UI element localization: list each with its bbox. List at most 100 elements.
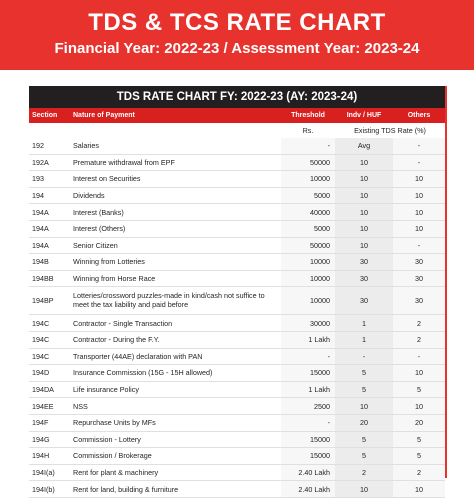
table-body: 192 Salaries - Avg -192A Premature withdrawal… — [29, 138, 445, 498]
cell-nature: Winning from Horse Race — [70, 270, 281, 288]
cell-threshold: 40000 — [281, 203, 335, 221]
cell-section: 194 — [29, 187, 70, 205]
cell-threshold: 1 Lakh — [281, 331, 335, 349]
cell-others: 10 — [393, 170, 445, 188]
page-subtitle: Financial Year: 2022-23 / Assessment Yea… — [54, 40, 420, 57]
cell-indv-huf: 20 — [335, 414, 393, 432]
cell-section: 194DA — [29, 381, 70, 399]
cell-indv-huf: 10 — [335, 154, 393, 172]
cell-nature: Senior Citizen — [70, 237, 281, 255]
cell-others: 5 — [393, 381, 445, 399]
table-row: 194BB Winning from Horse Race 10000 30 30 — [29, 270, 445, 288]
cell-threshold: 10000 — [281, 170, 335, 188]
cell-indv-huf: 5 — [335, 447, 393, 465]
cell-others: 30 — [393, 270, 445, 288]
cell-threshold: 15000 — [281, 364, 335, 382]
cell-threshold: 2.40 Lakh — [281, 464, 335, 482]
table-row: 192A Premature withdrawal from EPF 50000 10… — [29, 154, 445, 172]
cell-nature: Contractor - Single Transaction — [70, 314, 281, 332]
right-accent-bar — [445, 86, 447, 478]
cell-others: 2 — [393, 464, 445, 482]
table-header-row: Section Nature of Payment Threshold Indv… — [29, 108, 445, 123]
cell-indv-huf: 1 — [335, 331, 393, 349]
cell-others: 10 — [393, 203, 445, 221]
cell-section: 194F — [29, 414, 70, 432]
cell-nature: Salaries — [70, 138, 281, 155]
cell-nature: Winning from Lotteries — [70, 253, 281, 271]
table-row: 192 Salaries - Avg - — [29, 138, 445, 155]
tds-rate-table: Section Nature of Payment Threshold Indv… — [29, 108, 445, 498]
cell-threshold: 2.40 Lakh — [281, 480, 335, 498]
cell-others: 5 — [393, 431, 445, 449]
cell-nature: Contractor - During the F.Y. — [70, 331, 281, 349]
cell-threshold: 50000 — [281, 237, 335, 255]
cell-others: - — [393, 237, 445, 255]
cell-section: 194I(b) — [29, 480, 70, 498]
cell-nature: Repurchase Units by MFs — [70, 414, 281, 432]
table-row: 194A Interest (Others) 5000 10 10 — [29, 220, 445, 238]
cell-nature: Rent for land, building & furniture — [70, 480, 281, 498]
table-row: 194C Contractor - During the F.Y. 1 Lakh 1 2 — [29, 331, 445, 349]
cell-others: 30 — [393, 286, 445, 316]
cell-section: 192A — [29, 154, 70, 172]
cell-indv-huf: 10 — [335, 480, 393, 498]
table-row: 194DA Life insurance Policy 1 Lakh 5 5 — [29, 381, 445, 399]
col-header-threshold: Threshold — [281, 108, 335, 123]
cell-nature: Interest (Others) — [70, 220, 281, 238]
cell-threshold: 2500 — [281, 397, 335, 415]
table-row: 194F Repurchase Units by MFs -20 20 — [29, 414, 445, 432]
cell-section: 194C — [29, 348, 70, 366]
cell-indv-huf: 5 — [335, 381, 393, 399]
cell-section: 194G — [29, 431, 70, 449]
table-row: 194G Commission - Lottery 15000 5 5 — [29, 431, 445, 449]
cell-threshold: 15000 — [281, 447, 335, 465]
cell-nature: Premature withdrawal from EPF — [70, 154, 281, 172]
cell-section: 194D — [29, 364, 70, 382]
table-row: 194B Winning from Lotteries 10000 30 30 — [29, 253, 445, 271]
cell-indv-huf: 5 — [335, 431, 393, 449]
cell-nature: Commission / Brokerage — [70, 447, 281, 465]
cell-indv-huf: - — [335, 348, 393, 366]
cell-section: 194H — [29, 447, 70, 465]
cell-threshold: - — [281, 414, 335, 432]
cell-section: 194I(a) — [29, 464, 70, 482]
col-header-section: Section — [29, 108, 70, 123]
cell-threshold: 10000 — [281, 286, 335, 316]
cell-threshold: 15000 — [281, 431, 335, 449]
cell-section: 192 — [29, 138, 70, 155]
cell-nature: NSS — [70, 397, 281, 415]
table-row: 194C Transporter (44AE) declaration with … — [29, 348, 445, 366]
cell-section: 194B — [29, 253, 70, 271]
cell-threshold: 10000 — [281, 270, 335, 288]
cell-section: 194A — [29, 203, 70, 221]
cell-indv-huf: 10 — [335, 220, 393, 238]
cell-nature: Transporter (44AE) declaration with PAN — [70, 348, 281, 366]
table-row: 194D Insurance Commission (15G - 15H allo… — [29, 364, 445, 382]
cell-indv-huf: 10 — [335, 170, 393, 188]
cell-section: 193 — [29, 170, 70, 188]
table-row: 194A Senior Citizen 50000 10- — [29, 237, 445, 255]
table-row: 193 Interest on Securities 10000 10 10 — [29, 170, 445, 188]
cell-section: 194BB — [29, 270, 70, 288]
cell-nature: Lotteries/crossword puzzles-made in kind… — [70, 286, 281, 316]
table-row: 194A Interest (Banks) 40000 10 10 — [29, 203, 445, 221]
cell-threshold: 5000 — [281, 187, 335, 205]
cell-nature: Interest (Banks) — [70, 203, 281, 221]
table-row: 194C Contractor - Single Transaction 30000… — [29, 314, 445, 332]
table-row: 194I(a) Rent for plant & machinery 2.40 La… — [29, 464, 445, 482]
cell-indv-huf: 30 — [335, 270, 393, 288]
cell-nature: Rent for plant & machinery — [70, 464, 281, 482]
cell-threshold: - — [281, 138, 335, 155]
cell-nature: Insurance Commission (15G - 15H allowed) — [70, 364, 281, 382]
cell-section: 194BP — [29, 286, 70, 316]
table-title: TDS RATE CHART FY: 2022-23 (AY: 2023-24) — [29, 86, 445, 108]
cell-section: 194A — [29, 237, 70, 255]
cell-others: - — [393, 348, 445, 366]
cell-section: 194EE — [29, 397, 70, 415]
cell-section: 194C — [29, 314, 70, 332]
cell-others: 2 — [393, 331, 445, 349]
table-row: 194 Dividends 5000 10 10 — [29, 187, 445, 205]
cell-nature: Interest on Securities — [70, 170, 281, 188]
cell-section: 194C — [29, 331, 70, 349]
rate-label: Existing TDS Rate (%) — [335, 123, 445, 138]
